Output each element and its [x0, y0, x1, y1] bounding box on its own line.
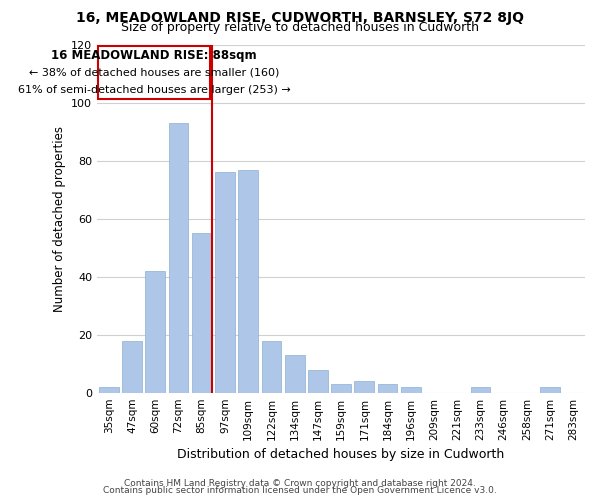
Bar [215, 172, 235, 392]
Bar [145, 271, 165, 392]
Bar [331, 384, 351, 392]
Bar [355, 381, 374, 392]
Bar [192, 234, 212, 392]
Text: Contains HM Land Registry data © Crown copyright and database right 2024.: Contains HM Land Registry data © Crown c… [124, 478, 476, 488]
Bar [122, 340, 142, 392]
Bar [169, 123, 188, 392]
Bar [377, 384, 397, 392]
Bar [308, 370, 328, 392]
Bar [99, 387, 119, 392]
Text: 61% of semi-detached houses are larger (253) →: 61% of semi-detached houses are larger (… [17, 84, 290, 94]
Bar [540, 387, 560, 392]
Bar [285, 355, 305, 393]
Bar [401, 387, 421, 392]
Bar [238, 170, 258, 392]
Y-axis label: Number of detached properties: Number of detached properties [53, 126, 65, 312]
Text: 16 MEADOWLAND RISE: 88sqm: 16 MEADOWLAND RISE: 88sqm [51, 50, 257, 62]
Bar [262, 340, 281, 392]
Text: Contains public sector information licensed under the Open Government Licence v3: Contains public sector information licen… [103, 486, 497, 495]
Text: ← 38% of detached houses are smaller (160): ← 38% of detached houses are smaller (16… [29, 68, 279, 78]
Bar [470, 387, 490, 392]
Text: Size of property relative to detached houses in Cudworth: Size of property relative to detached ho… [121, 22, 479, 35]
Text: 16, MEADOWLAND RISE, CUDWORTH, BARNSLEY, S72 8JQ: 16, MEADOWLAND RISE, CUDWORTH, BARNSLEY,… [76, 11, 524, 25]
X-axis label: Distribution of detached houses by size in Cudworth: Distribution of detached houses by size … [178, 448, 505, 461]
FancyBboxPatch shape [98, 46, 210, 98]
